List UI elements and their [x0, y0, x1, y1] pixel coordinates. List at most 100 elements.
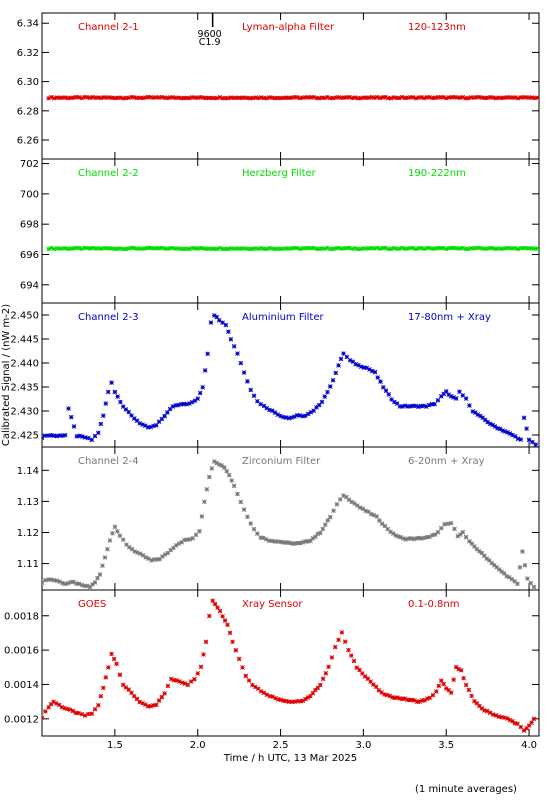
data-point — [42, 709, 48, 714]
data-point — [458, 667, 464, 673]
data-point — [76, 581, 82, 587]
data-point — [54, 701, 59, 706]
data-point — [441, 245, 446, 251]
data-point — [443, 389, 449, 394]
data-point — [479, 95, 485, 100]
data-point — [327, 384, 333, 389]
data-point — [400, 404, 405, 409]
data-point — [510, 718, 515, 724]
data-point — [289, 699, 295, 705]
data-point — [283, 698, 289, 704]
data-point — [120, 95, 126, 101]
data-point — [410, 403, 416, 409]
data-point — [346, 497, 352, 503]
data-point — [303, 413, 308, 419]
data-point — [96, 95, 101, 100]
data-point — [159, 694, 165, 700]
data-point — [308, 95, 314, 100]
data-point — [286, 246, 292, 251]
data-point — [245, 95, 250, 101]
data-point — [178, 401, 184, 407]
data-point — [530, 439, 535, 445]
data-point — [82, 94, 87, 100]
data-point — [198, 664, 204, 670]
data-point — [240, 665, 245, 670]
data-point — [217, 245, 223, 251]
data-point — [229, 478, 235, 483]
data-point — [216, 462, 222, 467]
data-point — [294, 412, 300, 418]
data-point — [504, 245, 510, 251]
data-point — [162, 413, 167, 419]
data-point — [297, 246, 303, 252]
data-point — [181, 246, 187, 252]
data-point — [103, 401, 109, 406]
data-point — [278, 539, 283, 545]
filter-label: Lyman-alpha Filter — [242, 22, 335, 33]
data-point — [507, 245, 513, 251]
data-point — [110, 530, 115, 536]
data-point — [112, 524, 118, 530]
data-point — [396, 246, 402, 252]
data-point — [427, 534, 432, 540]
data-point — [151, 423, 156, 429]
data-point — [42, 715, 45, 721]
data-point — [266, 538, 272, 544]
data-point — [347, 245, 352, 251]
data-point — [341, 246, 347, 251]
data-point — [347, 94, 352, 100]
y-tick-label: 0.0014 — [4, 680, 39, 691]
data-point — [162, 552, 168, 557]
data-point — [463, 246, 468, 252]
data-point — [60, 246, 65, 251]
panel-frame — [41, 589, 540, 737]
data-point — [131, 693, 137, 699]
data-point — [474, 546, 480, 552]
data-point — [258, 401, 263, 407]
data-point — [165, 246, 170, 252]
data-point — [493, 713, 499, 718]
data-point — [289, 95, 294, 101]
data-point — [463, 534, 469, 540]
data-point — [193, 532, 199, 538]
x-tick-label: 2.0 — [190, 740, 206, 751]
data-point — [54, 578, 60, 584]
data-point — [92, 580, 98, 585]
data-point — [391, 399, 397, 405]
data-point — [391, 245, 397, 251]
data-point — [316, 246, 322, 252]
data-point — [325, 389, 330, 395]
data-point — [42, 577, 48, 583]
data-point — [489, 560, 495, 566]
data-point — [71, 579, 76, 585]
data-point — [384, 692, 390, 698]
data-point — [162, 246, 167, 251]
data-point — [515, 246, 521, 252]
data-point — [326, 664, 331, 670]
data-point — [49, 245, 54, 251]
data-point — [255, 531, 260, 536]
data-point — [460, 529, 466, 535]
data-point — [184, 246, 190, 251]
data-point — [165, 95, 170, 101]
data-point — [344, 95, 350, 100]
data-point — [165, 683, 171, 689]
data-point — [290, 541, 296, 547]
data-point — [195, 671, 201, 676]
data-point — [79, 246, 85, 252]
data-point — [414, 699, 420, 705]
data-point — [57, 246, 62, 251]
data-point — [267, 245, 272, 251]
data-point — [319, 399, 325, 405]
data-point — [187, 95, 192, 101]
data-point — [71, 424, 77, 429]
data-point — [46, 704, 51, 710]
data-point — [77, 433, 82, 439]
data-point — [137, 95, 143, 101]
data-point — [267, 95, 272, 100]
data-point — [342, 639, 348, 645]
data-point — [65, 706, 70, 712]
data-point — [98, 421, 104, 427]
data-point — [89, 711, 95, 717]
data-point — [286, 699, 292, 704]
